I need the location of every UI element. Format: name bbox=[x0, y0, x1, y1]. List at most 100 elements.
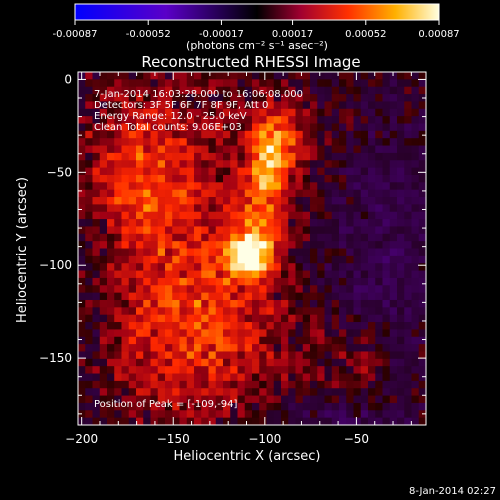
heatmap-cell bbox=[99, 263, 108, 271]
heatmap-cell bbox=[317, 116, 325, 124]
footer-timestamp: 8-Jan-2014 02:27 bbox=[409, 486, 496, 497]
heatmap-cell bbox=[230, 241, 238, 249]
heatmap-cell bbox=[339, 336, 347, 345]
heatmap-cell bbox=[186, 138, 195, 146]
heatmap-cell bbox=[302, 351, 311, 360]
heatmap-cell bbox=[186, 233, 195, 242]
heatmap-cell bbox=[208, 72, 217, 80]
heatmap-cell bbox=[346, 395, 354, 404]
heatmap-cell bbox=[310, 395, 318, 404]
heatmap-cell bbox=[331, 366, 340, 374]
heatmap-cell bbox=[281, 130, 289, 139]
heatmap-cell bbox=[397, 329, 405, 338]
heatmap-cell bbox=[382, 299, 391, 308]
heatmap-cell bbox=[136, 380, 144, 389]
heatmap-cell bbox=[346, 263, 354, 271]
heatmap-cell bbox=[331, 285, 340, 294]
heatmap-cell bbox=[128, 116, 137, 124]
heatmap-cell bbox=[201, 226, 209, 235]
heatmap-cell bbox=[317, 358, 325, 367]
heatmap-cell bbox=[273, 358, 282, 367]
heatmap-cell bbox=[295, 322, 304, 330]
heatmap-cell bbox=[114, 167, 122, 176]
heatmap-cell bbox=[324, 314, 333, 323]
heatmap-cell bbox=[85, 219, 93, 227]
heatmap-cell bbox=[375, 72, 383, 80]
heatmap-cell bbox=[324, 160, 333, 168]
heatmap-cell bbox=[165, 388, 173, 396]
heatmap-cell bbox=[288, 292, 296, 301]
heatmap-cell bbox=[273, 299, 282, 308]
heatmap-cell bbox=[302, 123, 311, 132]
heatmap-cell bbox=[85, 189, 93, 198]
heatmap-cell bbox=[121, 211, 130, 220]
heatmap-cell bbox=[259, 417, 267, 425]
heatmap-cell bbox=[397, 167, 405, 176]
heatmap-cell bbox=[252, 351, 260, 360]
heatmap-cell bbox=[368, 277, 376, 286]
heatmap-cell bbox=[353, 329, 362, 338]
heatmap-cell bbox=[99, 358, 108, 367]
heatmap-cell bbox=[136, 152, 144, 161]
heatmap-cell bbox=[360, 366, 369, 374]
heatmap-cell bbox=[339, 219, 347, 227]
heatmap-cell bbox=[331, 358, 340, 367]
heatmap-cell bbox=[324, 182, 333, 191]
heatmap-cell bbox=[317, 344, 325, 352]
heatmap-cell bbox=[324, 123, 333, 132]
heatmap-cell bbox=[360, 270, 369, 279]
heatmap-cell bbox=[266, 145, 275, 154]
heatmap-cell bbox=[346, 285, 354, 294]
heatmap-cell bbox=[215, 388, 224, 396]
heatmap-cell bbox=[165, 336, 173, 345]
heatmap-cell bbox=[317, 373, 325, 382]
heatmap-cell bbox=[259, 299, 267, 308]
heatmap-cell bbox=[121, 72, 130, 80]
heatmap-cell bbox=[92, 174, 101, 183]
heatmap-cell bbox=[266, 285, 275, 294]
heatmap-cell bbox=[237, 233, 246, 242]
heatmap-cell bbox=[92, 211, 101, 220]
heatmap-cell bbox=[186, 108, 195, 117]
heatmap-cell bbox=[310, 167, 318, 176]
heatmap-cell bbox=[165, 307, 173, 316]
heatmap-cell bbox=[411, 116, 420, 124]
heatmap-cell bbox=[244, 358, 253, 367]
heatmap-cell bbox=[136, 292, 144, 301]
heatmap-cell bbox=[310, 248, 318, 257]
heatmap-cell bbox=[252, 167, 260, 176]
heatmap-cell bbox=[317, 189, 325, 198]
heatmap-cell bbox=[85, 351, 93, 360]
heatmap-cell bbox=[389, 314, 398, 323]
info-line-2: Energy Range: 12.0 - 25.0 keV bbox=[94, 111, 247, 122]
heatmap-cell bbox=[266, 358, 275, 367]
heatmap-cell bbox=[237, 86, 246, 95]
heatmap-cell bbox=[302, 241, 311, 249]
heatmap-cell bbox=[223, 322, 231, 330]
heatmap-cell bbox=[266, 329, 275, 338]
heatmap-cell bbox=[310, 233, 318, 242]
heatmap-cell bbox=[360, 344, 369, 352]
heatmap-cell bbox=[208, 197, 217, 205]
heatmap-cell bbox=[346, 108, 354, 117]
heatmap-cell bbox=[331, 219, 340, 227]
heatmap-cell bbox=[237, 160, 246, 168]
heatmap-cell bbox=[223, 314, 231, 323]
heatmap-cell bbox=[136, 101, 144, 110]
heatmap-cell bbox=[172, 160, 180, 168]
heatmap-cell bbox=[92, 72, 101, 80]
heatmap-cell bbox=[324, 336, 333, 345]
heatmap-cell bbox=[418, 160, 426, 168]
heatmap-cell bbox=[179, 277, 188, 286]
heatmap-cell bbox=[411, 108, 420, 117]
heatmap-cell bbox=[92, 226, 101, 235]
heatmap-cell bbox=[418, 292, 426, 301]
heatmap-cell bbox=[223, 174, 231, 183]
heatmap-cell bbox=[302, 182, 311, 191]
heatmap-cell bbox=[136, 395, 144, 404]
heatmap-cell bbox=[389, 410, 398, 419]
heatmap-cell bbox=[281, 255, 289, 264]
heatmap-cell bbox=[310, 86, 318, 95]
heatmap-cell bbox=[302, 204, 311, 213]
heatmap-cell bbox=[201, 108, 209, 117]
